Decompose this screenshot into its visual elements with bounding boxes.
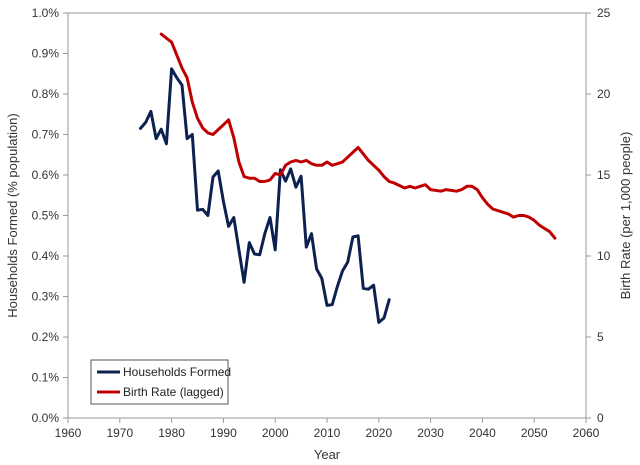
series-layer xyxy=(139,32,557,324)
x-tick-label: 2010 xyxy=(314,426,341,440)
plot-frame xyxy=(67,12,587,419)
y-left-tick-label: 0.7% xyxy=(32,128,60,142)
y-right-tick-label: 10 xyxy=(597,249,611,263)
plot-area xyxy=(67,12,587,419)
households-formed-line xyxy=(139,67,391,324)
legend-label-households-formed: Households Formed xyxy=(123,365,231,379)
x-tick-label: 2030 xyxy=(417,426,444,440)
x-tick-label: 1960 xyxy=(55,426,82,440)
x-tick-label: 2000 xyxy=(262,426,289,440)
y-left-tick-label: 0.2% xyxy=(32,330,60,344)
x-tick-label: 2050 xyxy=(521,426,548,440)
x-tick-label: 1980 xyxy=(158,426,185,440)
x-tick-label: 2040 xyxy=(469,426,496,440)
legend: Households Formed Birth Rate (lagged) xyxy=(90,359,231,405)
birth-rate-line xyxy=(159,32,557,240)
x-axis: 1960 1970 1980 1990 2000 2010 2020 2030 2040 2050… xyxy=(55,418,600,440)
x-tick-label: 1970 xyxy=(106,426,133,440)
y-left-tick-label: 0.0% xyxy=(32,411,60,425)
y-left-tick-label: 0.4% xyxy=(32,249,60,263)
x-tick-label: 1990 xyxy=(210,426,237,440)
y-axis-left-title: Households Formed (% population) xyxy=(5,113,20,318)
x-axis-title: Year xyxy=(314,447,341,462)
y-left-tick-label: 0.6% xyxy=(32,168,60,182)
y-axis-left: 0.0% 0.1% 0.2% 0.3% 0.4% 0.5% 0.6% 0.7% 0.8% 0.9%… xyxy=(32,6,68,425)
y-right-tick-label: 15 xyxy=(597,168,611,182)
y-right-tick-label: 5 xyxy=(597,330,604,344)
y-left-tick-label: 0.3% xyxy=(32,290,60,304)
y-left-tick-label: 0.8% xyxy=(32,87,60,101)
legend-box xyxy=(90,359,229,405)
y-right-tick-label: 0 xyxy=(597,411,604,425)
y-left-tick-label: 0.9% xyxy=(32,47,60,61)
legend-label-birth-rate: Birth Rate (lagged) xyxy=(123,385,224,399)
y-axis-right: 0 5 10 15 20 25 xyxy=(586,6,611,425)
y-right-tick-label: 20 xyxy=(597,87,611,101)
x-tick-label: 2060 xyxy=(573,426,600,440)
x-tick-label: 2020 xyxy=(365,426,392,440)
y-left-tick-label: 0.5% xyxy=(32,209,60,223)
y-axis-right-title: Birth Rate (per 1,000 people) xyxy=(618,132,633,300)
y-right-tick-label: 25 xyxy=(597,6,611,20)
y-left-tick-label: 0.1% xyxy=(32,371,60,385)
y-left-tick-label: 1.0% xyxy=(32,6,60,20)
